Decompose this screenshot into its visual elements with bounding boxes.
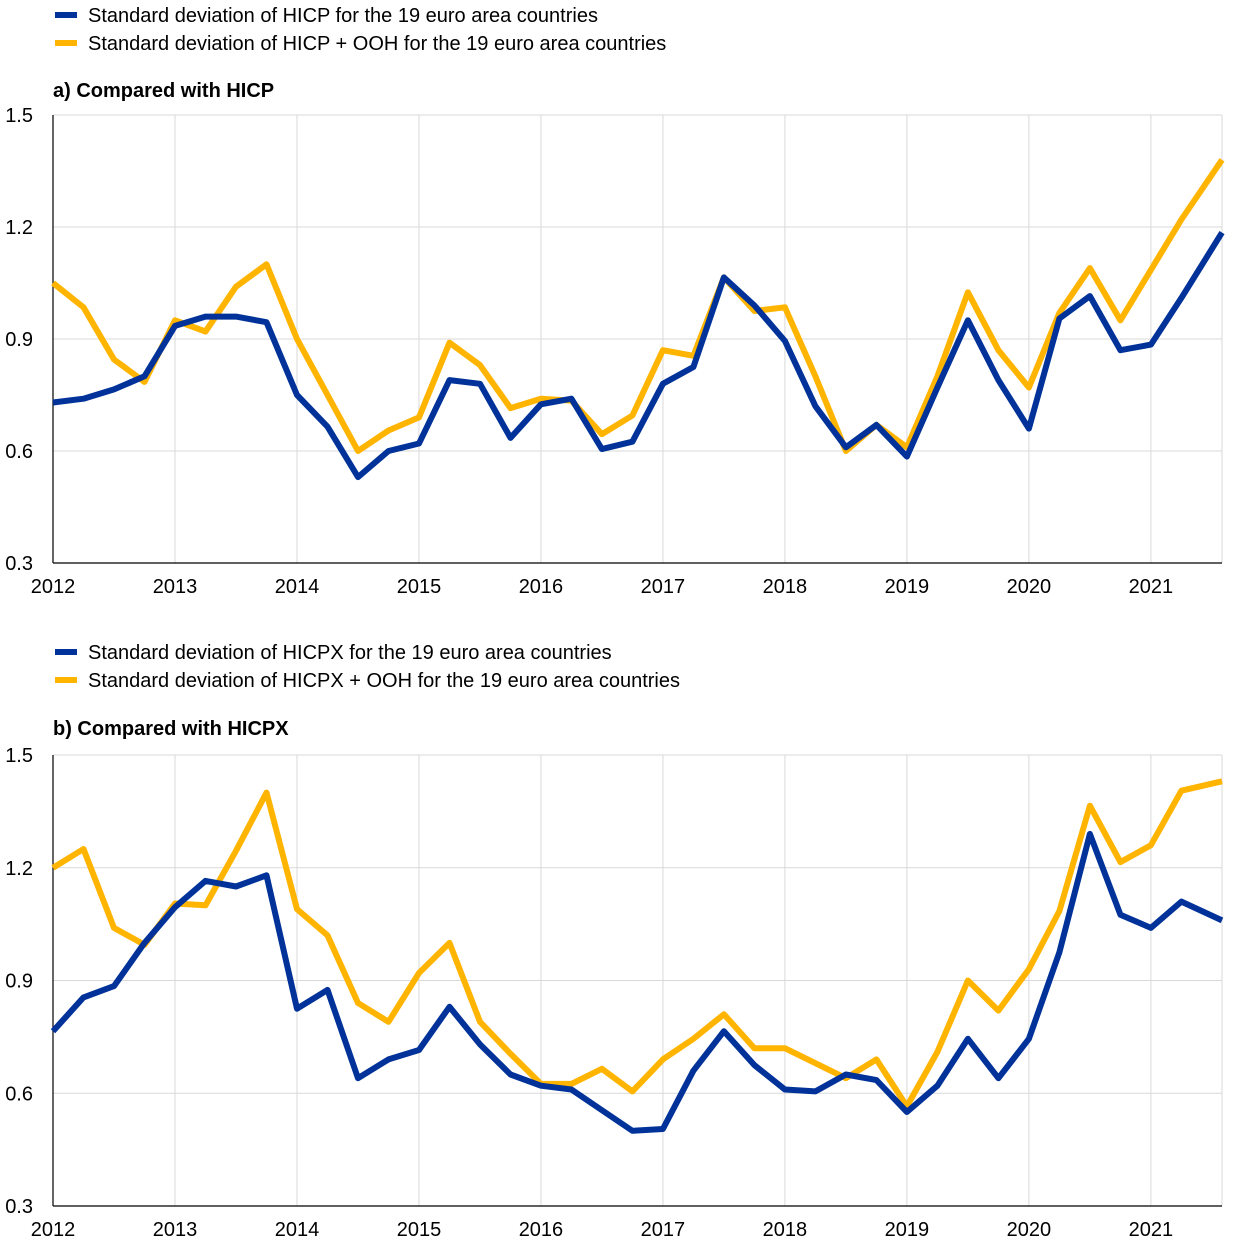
y-tick-label: 1.2 [5,858,33,880]
x-tick-label: 2018 [763,576,808,598]
x-tick-label: 2014 [275,576,320,598]
legend-label: Standard deviation of HICP + OOH for the… [88,33,666,55]
chart-panel-1: Standard deviation of HICP for the 19 eu… [5,5,1225,598]
x-tick-label: 2019 [885,1219,930,1241]
y-tick-label: 0.6 [5,441,33,463]
y-tick-label: 1.2 [5,217,33,239]
chart-title: a) Compared with HICP [53,80,274,102]
chart-panel-2: Standard deviation of HICPX for the 19 e… [5,642,1224,1241]
series-line-yellow [51,158,1225,454]
chart-title: b) Compared with HICPX [53,718,289,740]
legend-label: Standard deviation of HICPX for the 19 e… [88,642,612,664]
x-tick-label: 2015 [397,576,442,598]
x-tick-label: 2012 [31,576,76,598]
y-tick-label: 0.9 [5,329,33,351]
y-tick-label: 1.5 [5,105,33,127]
y-tick-label: 1.5 [5,745,33,767]
x-tick-label: 2013 [153,576,198,598]
x-tick-label: 2019 [885,576,930,598]
x-tick-label: 2021 [1129,1219,1174,1241]
series-line-blue [50,830,1224,1134]
series-line-yellow [51,778,1223,1110]
legend-label: Standard deviation of HICP for the 19 eu… [88,5,598,27]
x-tick-label: 2014 [275,1219,320,1241]
x-tick-label: 2020 [1007,576,1052,598]
y-tick-label: 0.3 [5,553,33,575]
x-tick-label: 2016 [519,1219,564,1241]
x-tick-label: 2015 [397,1219,442,1241]
x-tick-label: 2017 [641,576,686,598]
y-tick-label: 0.6 [5,1083,33,1105]
y-tick-label: 0.3 [5,1196,33,1218]
x-tick-label: 2013 [153,1219,198,1241]
legend-label: Standard deviation of HICPX + OOH for th… [88,670,680,692]
series-line-blue [52,231,1225,481]
x-tick-label: 2018 [763,1219,808,1241]
y-tick-label: 0.9 [5,971,33,993]
x-tick-label: 2020 [1007,1219,1052,1241]
x-tick-label: 2021 [1129,576,1174,598]
x-tick-label: 2016 [519,576,564,598]
x-tick-label: 2017 [641,1219,686,1241]
x-tick-label: 2012 [31,1219,76,1241]
